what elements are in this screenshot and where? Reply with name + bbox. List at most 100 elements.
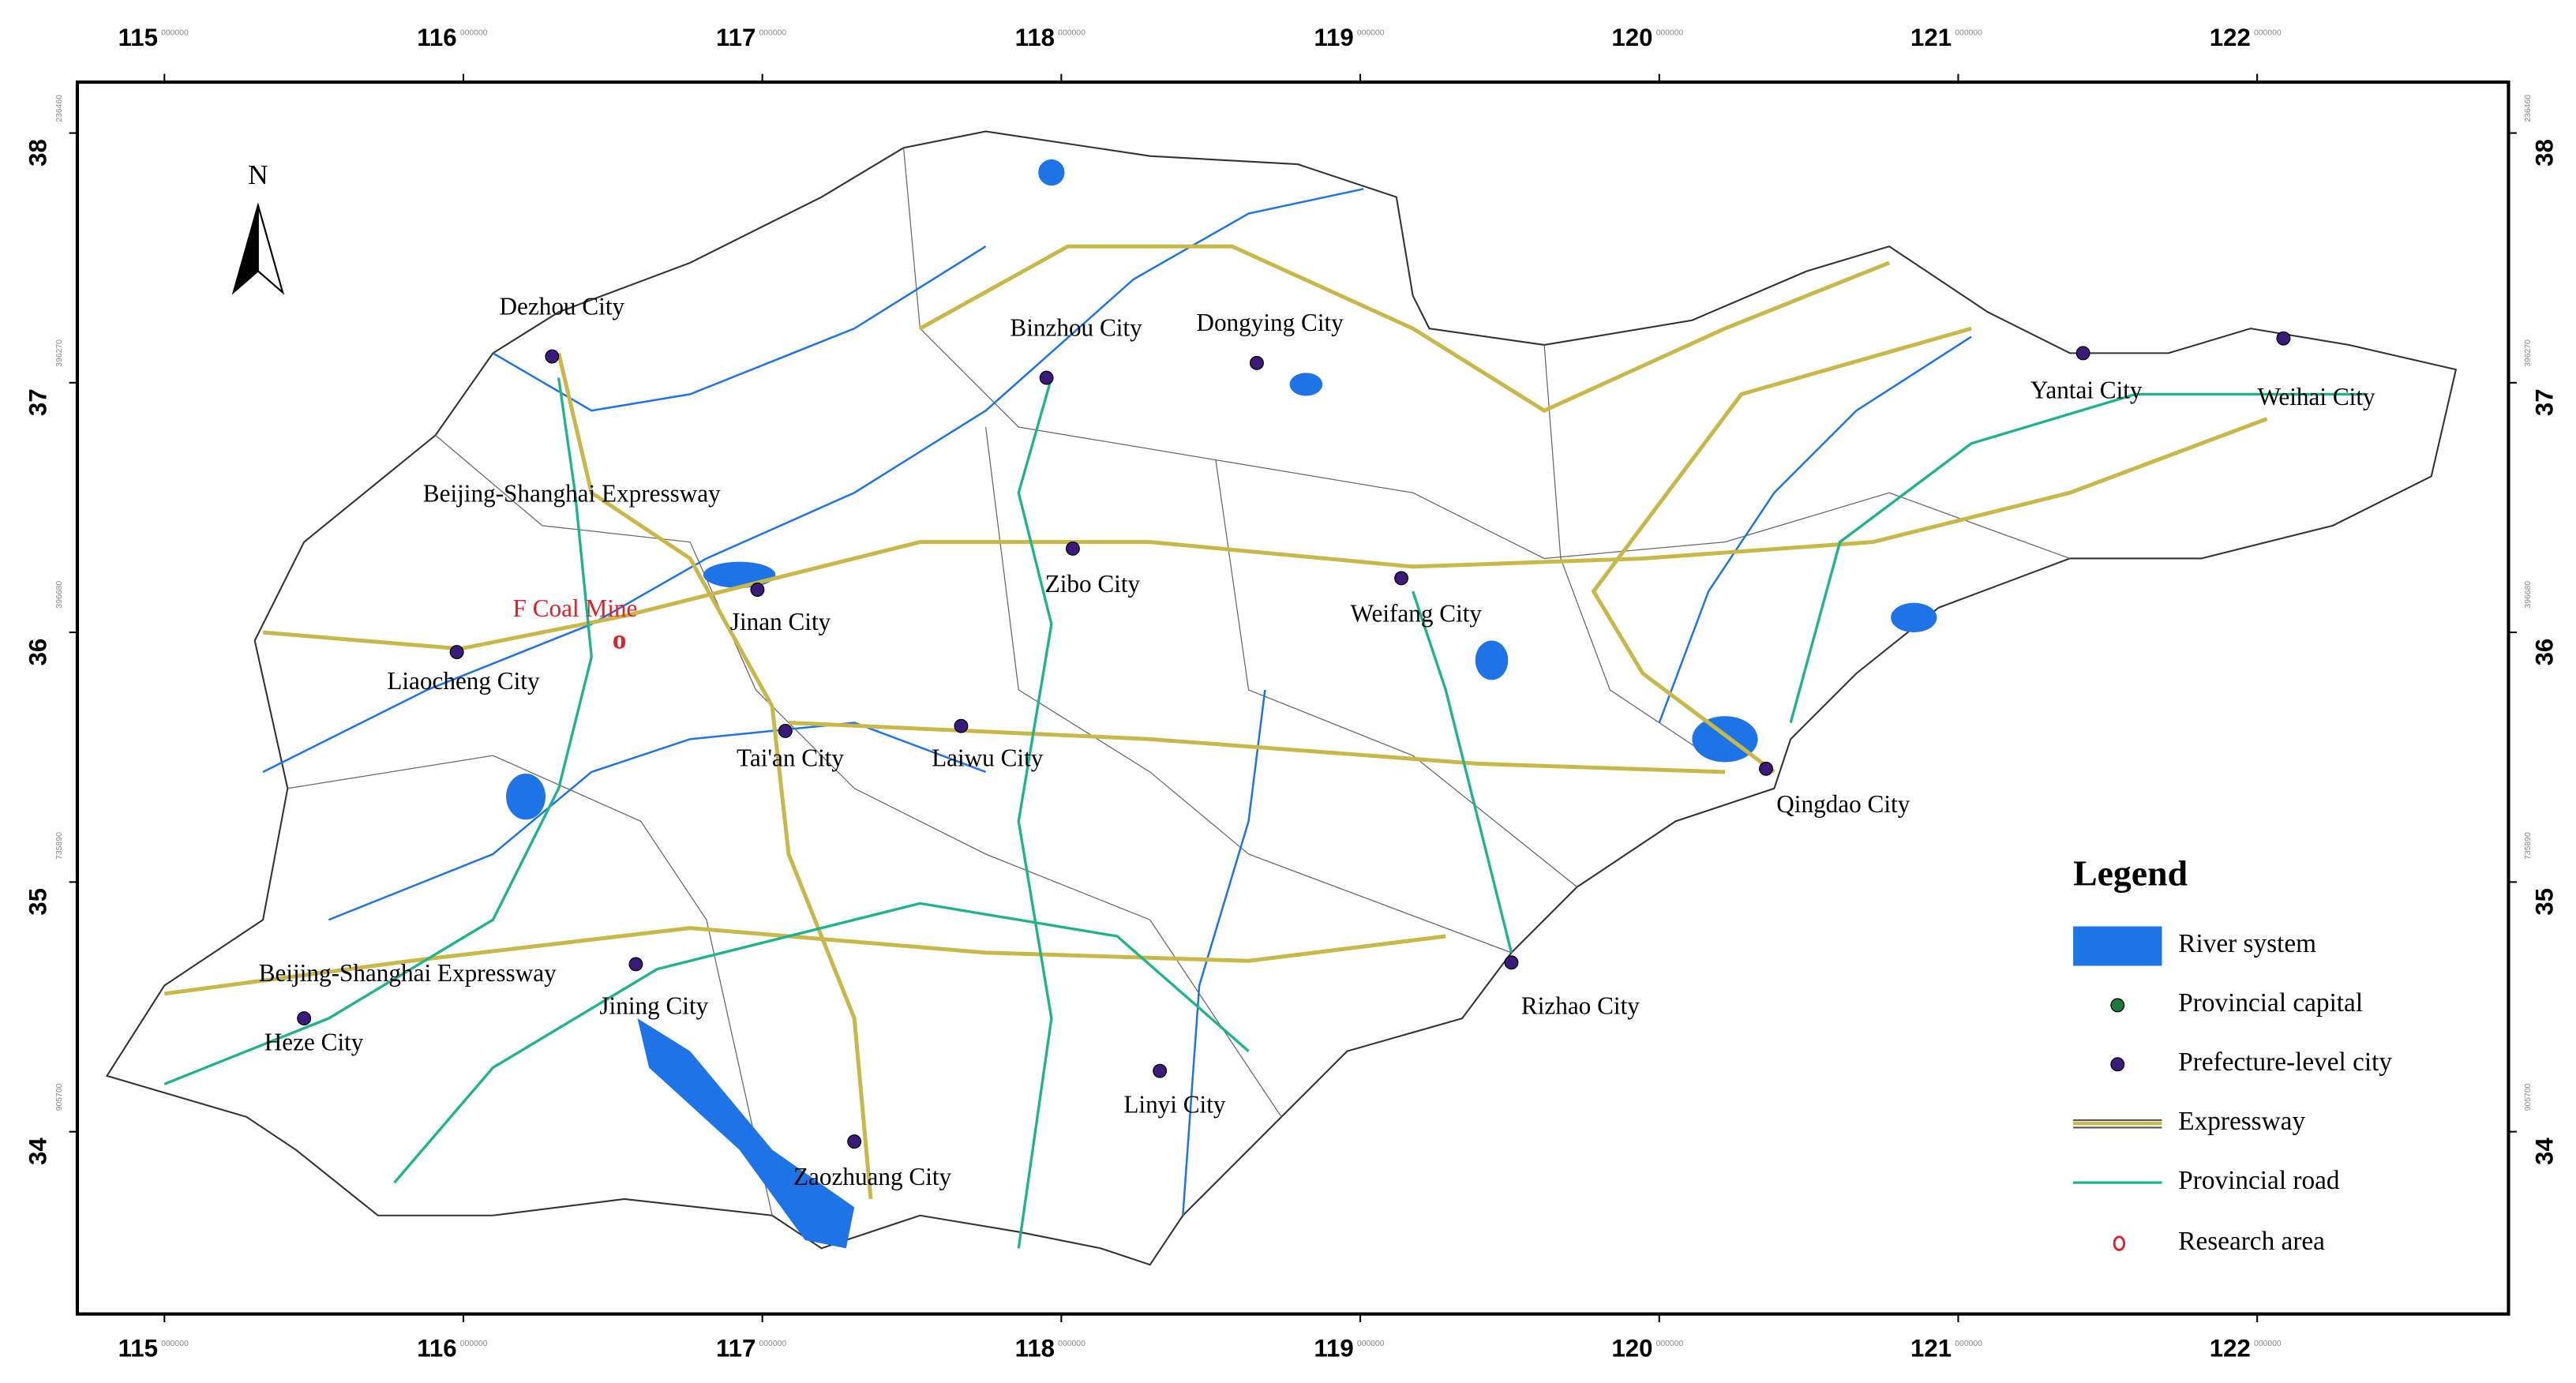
- lon-label: 116: [417, 24, 456, 51]
- lon-suffix: 000000: [1955, 1340, 1982, 1348]
- expressways: [163, 244, 2268, 1200]
- lon-label: 118: [1015, 1335, 1055, 1362]
- legend-swatch-city: [2110, 1057, 2125, 1072]
- city-dot: [1759, 761, 1773, 776]
- city-dot: [954, 718, 969, 733]
- side-label: 396270: [55, 339, 64, 367]
- city-label: Weihai City: [2257, 383, 2375, 410]
- lat-label: 36: [24, 639, 51, 666]
- side-label: 396680: [2524, 581, 2533, 609]
- city-label: Binzhou City: [1010, 313, 1142, 341]
- lon-suffix: 000000: [1357, 1340, 1385, 1348]
- province-outline: [105, 130, 2458, 1266]
- side-label: 236460: [2524, 95, 2533, 122]
- road-label: Beijing-Shanghai Expressway: [259, 959, 557, 987]
- side-label: 396680: [55, 581, 64, 609]
- lat-label: 35: [2531, 888, 2559, 916]
- legend-title: Legend: [2073, 853, 2188, 894]
- side-label: 396270: [2524, 339, 2533, 367]
- city-dot: [1153, 1063, 1168, 1078]
- legend-item: Provincial capital: [2178, 988, 2363, 1018]
- lon-label: 117: [716, 1335, 756, 1362]
- city-dot: [847, 1134, 862, 1149]
- city-dot: [750, 583, 765, 597]
- city-dot: [1250, 355, 1264, 370]
- side-label: 905700: [55, 1083, 64, 1111]
- lat-label: 38: [24, 139, 51, 167]
- legend-item: Prefecture-level city: [2178, 1048, 2392, 1077]
- research-marker: o: [613, 624, 627, 655]
- city-dot: [1394, 571, 1409, 586]
- lon-label: 117: [716, 24, 756, 51]
- lon-suffix: 000000: [1656, 1340, 1684, 1348]
- lon-label: 120: [1611, 24, 1652, 51]
- legend-swatch-capital: [2110, 998, 2125, 1013]
- lon-suffix: 000000: [1058, 1340, 1086, 1348]
- city-label: Tai'an City: [737, 744, 844, 772]
- lon-suffix: 000000: [1357, 28, 1385, 37]
- legend-item: River system: [2178, 929, 2316, 958]
- city-label: Jinan City: [730, 608, 831, 635]
- legend-swatch-expressway: [2073, 1119, 2162, 1129]
- city-label: Rizhao City: [1521, 992, 1640, 1020]
- legend-item: Expressway: [2178, 1107, 2305, 1136]
- city-label: Dezhou City: [500, 292, 625, 320]
- lon-suffix: 000000: [161, 1340, 189, 1348]
- city-label: Heze City: [264, 1029, 364, 1056]
- lon-suffix: 000000: [2254, 1340, 2282, 1348]
- city-label: Laiwu City: [932, 744, 1044, 772]
- city-label: Jining City: [599, 992, 708, 1020]
- lat-label: 35: [24, 888, 51, 916]
- rivers: [262, 188, 1972, 1216]
- lon-suffix: 000000: [759, 1340, 786, 1348]
- legend-swatch-research: [2113, 1235, 2126, 1251]
- lon-label: 120: [1611, 1335, 1652, 1362]
- lon-label: 116: [417, 1335, 456, 1362]
- legend: Legend River system Provincial capital Pre…: [2073, 853, 2392, 1256]
- provincial-roads: [163, 377, 2366, 1249]
- research-label: F Coal Mine: [513, 594, 638, 622]
- lon-suffix: 000000: [759, 28, 786, 37]
- legend-item: Research area: [2178, 1227, 2325, 1256]
- lon-label: 118: [1015, 24, 1055, 51]
- city-dot: [1039, 370, 1054, 385]
- city-label: Zaozhuang City: [793, 1163, 952, 1190]
- lon-suffix: 000000: [460, 1340, 488, 1348]
- lon-label: 119: [1314, 1335, 1353, 1362]
- lon-suffix: 000000: [1058, 28, 1086, 37]
- city-dot: [1504, 955, 1519, 970]
- lon-label: 121: [1910, 1335, 1952, 1362]
- lon-suffix: 000000: [1656, 28, 1684, 37]
- city-label: Liaocheng City: [387, 667, 540, 695]
- legend-item: Provincial road: [2178, 1166, 2340, 1195]
- lat-label: 36: [2531, 639, 2559, 666]
- lon-label: 122: [2210, 24, 2251, 51]
- lon-label: 115: [118, 24, 158, 51]
- side-label: 236460: [55, 95, 64, 122]
- north-arrow: N: [231, 159, 285, 295]
- city-label: Linyi City: [1123, 1091, 1226, 1119]
- city-dot: [297, 1011, 312, 1026]
- legend-swatch-river: [2073, 926, 2162, 966]
- city-label: Weifang City: [1351, 599, 1483, 627]
- county-borders: [287, 148, 2071, 1216]
- lon-suffix: 000000: [161, 28, 189, 37]
- lat-label: 37: [2531, 388, 2559, 416]
- lon-label: 121: [1910, 24, 1952, 51]
- side-label: 905700: [2524, 1083, 2533, 1111]
- city-dot: [2276, 331, 2291, 346]
- lat-label: 37: [24, 388, 51, 416]
- city-dot: [1065, 542, 1080, 556]
- city-dot: [628, 957, 643, 972]
- city-label: Yantai City: [2030, 376, 2143, 403]
- lon-suffix: 000000: [1955, 28, 1982, 37]
- road-label: Beijing-Shanghai Expressway: [423, 480, 721, 508]
- lat-label: 38: [2531, 139, 2559, 167]
- city-dot: [2075, 346, 2090, 361]
- city-label: Zibo City: [1045, 570, 1141, 598]
- city-dot: [778, 723, 793, 738]
- city-label: Qingdao City: [1776, 790, 1910, 818]
- north-label: N: [248, 159, 268, 190]
- city-label: Dongying City: [1196, 309, 1344, 336]
